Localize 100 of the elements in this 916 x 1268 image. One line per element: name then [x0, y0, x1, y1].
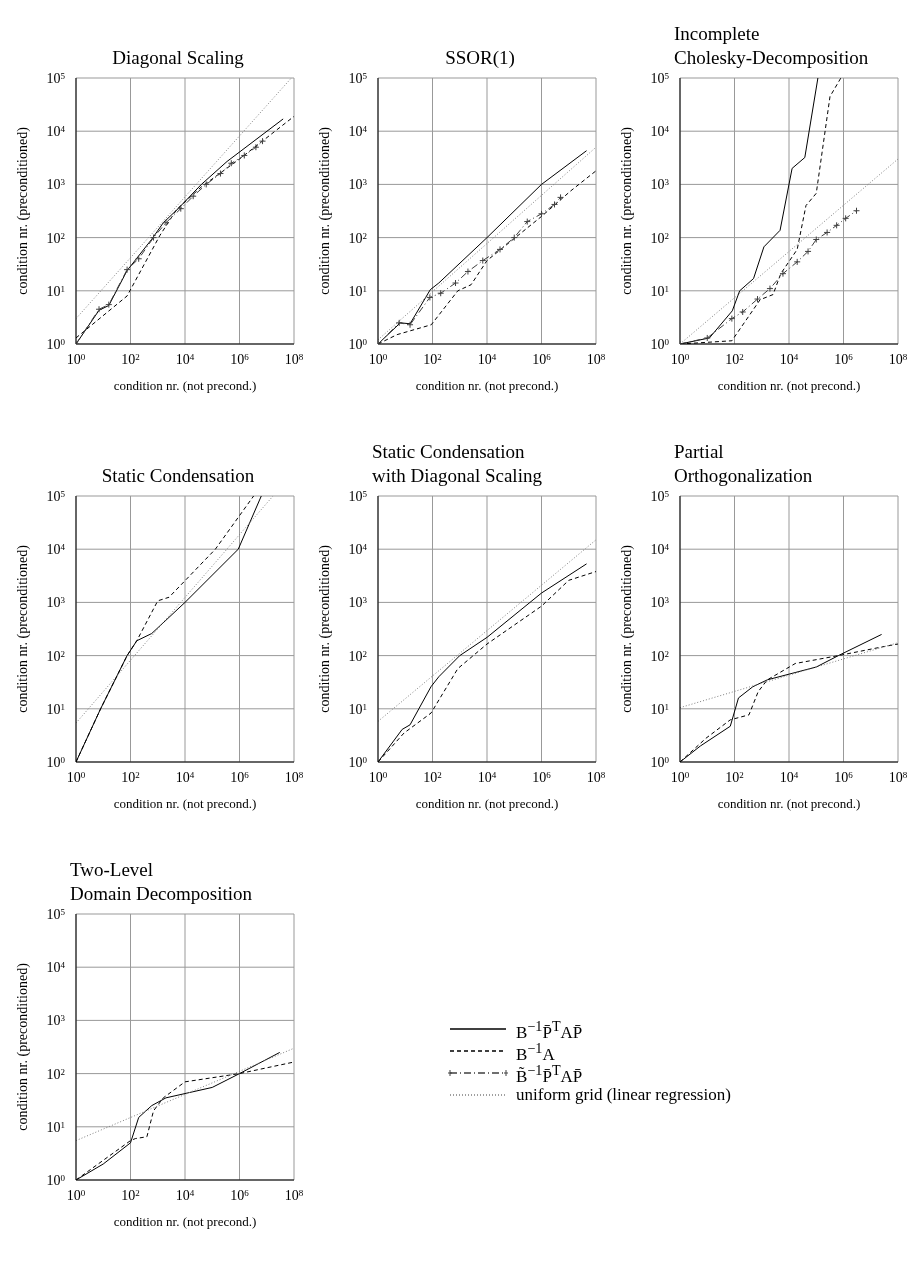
x-tick-label: 10$^{0}$ — [670, 769, 690, 785]
y-tick-label: 10$^{0}$ — [46, 754, 66, 770]
y-tick-label: 10$^{5}$ — [46, 906, 66, 922]
y-tick-label: 10$^{2}$ — [348, 648, 367, 664]
x-tick-label: 10$^{2}$ — [725, 769, 744, 785]
y-tick-label: 10$^{3}$ — [46, 177, 66, 193]
x-tick-label: 10$^{2}$ — [121, 351, 140, 367]
y-tick-label: 10$^{2}$ — [650, 648, 669, 664]
y-tick-label: 10$^{0}$ — [348, 336, 368, 352]
x-tick-label: 10$^{6}$ — [834, 351, 854, 367]
y-tick-label: 10$^{0}$ — [46, 1172, 66, 1188]
y-tick-label: 10$^{5}$ — [46, 488, 66, 504]
x-tick-label: 10$^{4}$ — [477, 351, 497, 367]
x-tick-label: 10$^{8}$ — [284, 769, 304, 785]
x-tick-label: 10$^{0}$ — [368, 351, 388, 367]
legend-label: uniform grid (linear regression) — [516, 1085, 731, 1104]
chart-title: Incomplete Cholesky-Decomposition — [674, 22, 869, 70]
point — [252, 143, 260, 151]
x-axis-title: condition nr. (not precond.) — [717, 378, 861, 393]
point — [162, 219, 170, 227]
x-tick-label: 10$^{8}$ — [284, 1187, 304, 1203]
y-tick-label: 10$^{3}$ — [650, 595, 670, 611]
y-tick-label: 10$^{5}$ — [650, 488, 670, 504]
point — [202, 180, 210, 188]
y-tick-label: 10$^{4}$ — [348, 124, 368, 140]
y-axis-title: condition nr. (preconditioned) — [14, 962, 31, 1131]
x-axis-title: condition nr. (not precond.) — [717, 796, 861, 811]
chart-title: Static Condensation with Diagonal Scaling — [372, 440, 542, 488]
y-tick-label: 10$^{5}$ — [46, 70, 66, 86]
x-tick-label: 10$^{0}$ — [670, 351, 690, 367]
x-tick-label: 10$^{6}$ — [834, 769, 854, 785]
y-tick-label: 10$^{3}$ — [650, 177, 670, 193]
y-tick-label: 10$^{4}$ — [650, 124, 670, 140]
x-tick-label: 10$^{8}$ — [284, 351, 304, 367]
x-tick-label: 10$^{2}$ — [423, 351, 442, 367]
y-tick-label: 10$^{1}$ — [348, 283, 367, 299]
point — [452, 279, 460, 287]
x-tick-label: 10$^{2}$ — [423, 769, 442, 785]
x-tick-label: 10$^{4}$ — [175, 769, 195, 785]
point — [437, 289, 445, 297]
y-tick-label: 10$^{4}$ — [46, 960, 66, 976]
chart-title: Partial Orthogonalization — [674, 440, 813, 488]
y-axis-title: condition nr. (preconditioned) — [14, 126, 31, 295]
chart-title: Two-Level Domain Decomposition — [70, 858, 253, 906]
legend-label: B̃$^{−1}$P̄$^{T}$AP̄ — [516, 1061, 583, 1086]
x-tick-label: 10$^{0}$ — [368, 769, 388, 785]
y-tick-label: 10$^{2}$ — [348, 230, 367, 246]
point — [150, 234, 158, 242]
y-tick-label: 10$^{2}$ — [46, 648, 65, 664]
y-tick-label: 10$^{4}$ — [46, 542, 66, 558]
x-tick-label: 10$^{0}$ — [66, 1187, 86, 1203]
y-tick-label: 10$^{1}$ — [46, 1119, 65, 1135]
x-tick-label: 10$^{0}$ — [66, 769, 86, 785]
point — [395, 319, 403, 327]
point — [177, 205, 185, 213]
x-axis-title: condition nr. (not precond.) — [113, 796, 257, 811]
x-tick-label: 10$^{6}$ — [230, 769, 250, 785]
point — [464, 268, 472, 276]
x-tick-label: 10$^{8}$ — [888, 769, 908, 785]
y-tick-label: 10$^{0}$ — [46, 336, 66, 352]
point — [523, 218, 531, 226]
point — [227, 159, 235, 167]
x-tick-label: 10$^{4}$ — [175, 1187, 195, 1203]
x-tick-label: 10$^{8}$ — [586, 351, 606, 367]
x-axis-title: condition nr. (not precond.) — [415, 796, 559, 811]
x-tick-label: 10$^{6}$ — [230, 351, 250, 367]
y-tick-label: 10$^{2}$ — [46, 1066, 65, 1082]
chart-title: SSOR(1) — [445, 46, 515, 70]
y-tick-label: 10$^{5}$ — [650, 70, 670, 86]
y-tick-label: 10$^{1}$ — [650, 701, 669, 717]
x-tick-label: 10$^{2}$ — [121, 769, 140, 785]
y-tick-label: 10$^{1}$ — [348, 701, 367, 717]
y-tick-label: 10$^{4}$ — [650, 542, 670, 558]
point — [551, 200, 558, 208]
point — [496, 245, 504, 253]
y-tick-label: 10$^{3}$ — [46, 1013, 66, 1029]
point — [123, 266, 131, 274]
y-tick-label: 10$^{5}$ — [348, 488, 368, 504]
y-axis-title: condition nr. (preconditioned) — [316, 126, 333, 295]
y-tick-label: 10$^{0}$ — [348, 754, 368, 770]
y-tick-label: 10$^{2}$ — [650, 230, 669, 246]
x-tick-label: 10$^{6}$ — [532, 769, 552, 785]
y-axis-title: condition nr. (preconditioned) — [316, 544, 333, 713]
y-tick-label: 10$^{1}$ — [650, 283, 669, 299]
y-tick-label: 10$^{3}$ — [348, 595, 368, 611]
x-tick-label: 10$^{6}$ — [230, 1187, 250, 1203]
x-tick-label: 10$^{0}$ — [66, 351, 86, 367]
y-tick-label: 10$^{3}$ — [348, 177, 368, 193]
x-tick-label: 10$^{4}$ — [779, 351, 799, 367]
x-tick-label: 10$^{4}$ — [175, 351, 195, 367]
x-tick-label: 10$^{4}$ — [779, 769, 799, 785]
x-axis-title: condition nr. (not precond.) — [113, 378, 257, 393]
y-tick-label: 10$^{0}$ — [650, 754, 670, 770]
point — [240, 151, 248, 159]
y-axis-title: condition nr. (preconditioned) — [618, 544, 635, 713]
y-axis-title: condition nr. (preconditioned) — [14, 544, 31, 713]
y-tick-label: 10$^{0}$ — [650, 336, 670, 352]
y-tick-label: 10$^{2}$ — [46, 230, 65, 246]
x-tick-label: 10$^{2}$ — [121, 1187, 140, 1203]
point — [510, 234, 518, 242]
